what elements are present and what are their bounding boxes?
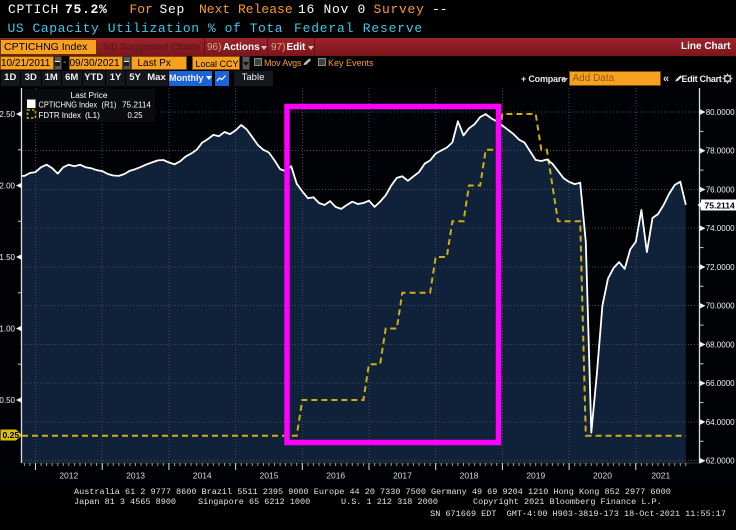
svg-text:2016: 2016: [326, 471, 345, 481]
svg-text:80.0000: 80.0000: [706, 108, 735, 117]
svg-text:62.0000: 62.0000: [706, 457, 735, 466]
svg-text:2018: 2018: [460, 471, 479, 481]
svg-text:Last Price: Last Price: [71, 90, 108, 100]
svg-text:2.00: 2.00: [0, 182, 16, 191]
svg-text:0.50: 0.50: [0, 396, 16, 405]
svg-text:64.0000: 64.0000: [706, 418, 735, 427]
svg-text:0.25: 0.25: [128, 110, 143, 120]
svg-text:2019: 2019: [526, 471, 545, 481]
svg-text:2012: 2012: [59, 471, 78, 481]
svg-text:75.2114: 75.2114: [122, 100, 151, 110]
svg-text:70.0000: 70.0000: [706, 302, 735, 311]
svg-text:2017: 2017: [393, 471, 412, 481]
svg-text:78.0000: 78.0000: [706, 147, 735, 156]
svg-text:2013: 2013: [126, 471, 145, 481]
svg-text:2020: 2020: [593, 471, 612, 481]
svg-text:74.0000: 74.0000: [706, 224, 735, 233]
svg-text:2.50: 2.50: [0, 110, 16, 119]
svg-text:68.0000: 68.0000: [706, 341, 735, 350]
svg-text:76.0000: 76.0000: [706, 186, 735, 195]
svg-text:72.0000: 72.0000: [706, 263, 735, 272]
svg-text:FDTR Index: FDTR Index: [39, 110, 82, 120]
svg-text:1.00: 1.00: [0, 325, 16, 334]
svg-text:(R1): (R1): [102, 100, 117, 110]
svg-text:2021: 2021: [651, 471, 670, 481]
svg-text:CPTICHNG Index: CPTICHNG Index: [39, 100, 98, 110]
svg-text:2015: 2015: [260, 471, 279, 481]
svg-text:(L1): (L1): [85, 110, 100, 120]
svg-text:2014: 2014: [193, 471, 212, 481]
svg-text:66.0000: 66.0000: [706, 379, 735, 388]
svg-text:0.25: 0.25: [3, 430, 20, 440]
svg-text:75.2114: 75.2114: [705, 200, 736, 210]
svg-text:1.50: 1.50: [0, 253, 16, 262]
